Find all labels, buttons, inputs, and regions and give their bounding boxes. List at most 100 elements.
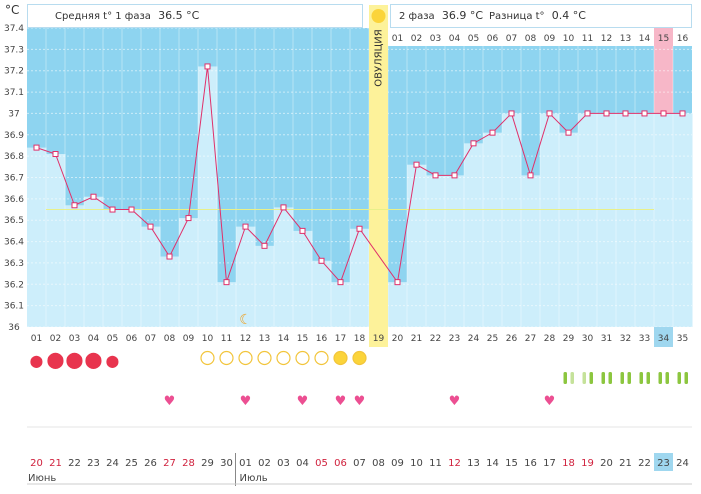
temperature-point — [451, 172, 458, 179]
phase1-summary — [27, 4, 363, 28]
date-label: 10 — [410, 458, 423, 469]
period-drop-icon: ⬤ — [85, 350, 103, 369]
temperature-point — [603, 110, 610, 117]
temperature-bar — [388, 282, 408, 327]
cycle-day-label: 33 — [639, 334, 650, 344]
cycle-day-label: 20 — [392, 334, 404, 344]
test-marker-icon — [639, 372, 643, 384]
test-marker-icon — [658, 372, 662, 384]
date-label: 05 — [315, 458, 328, 469]
date-label: 29 — [201, 458, 214, 469]
date-label: 09 — [391, 458, 404, 469]
post-ovulation-day-label: 13 — [620, 34, 631, 44]
test-marker-icon — [570, 372, 574, 384]
cycle-day-label: 05 — [107, 334, 118, 344]
cycle-day-label: 25 — [487, 334, 498, 344]
temperature-point — [242, 223, 249, 230]
temperature-bar — [293, 230, 313, 327]
y-tick-label: 37 — [8, 109, 19, 119]
month-label: Июнь — [28, 473, 56, 484]
date-label: 16 — [524, 458, 537, 469]
temperature-bar — [312, 260, 332, 327]
period-drop-icon: ⬤ — [106, 354, 119, 368]
cycle-day-label: 30 — [582, 334, 594, 344]
temperature-bar — [198, 66, 218, 327]
temperature-point — [204, 63, 211, 70]
temperature-bar — [673, 113, 693, 327]
date-label: 20 — [30, 458, 43, 469]
temperature-bar — [160, 256, 180, 327]
cycle-day-label: 27 — [525, 334, 536, 344]
y-tick-label: 36 — [8, 323, 20, 333]
post-ovulation-day-label: 15 — [658, 34, 669, 44]
sun-empty-icon — [238, 350, 253, 366]
y-tick-label: 37.4 — [4, 24, 24, 34]
heart-icon: ♥ — [449, 394, 461, 409]
test-marker-icon — [665, 372, 669, 384]
heart-icon: ♥ — [544, 394, 556, 409]
temperature-point — [546, 110, 553, 117]
phase1-average-value: 36.5 °C — [158, 9, 200, 22]
cycle-day-label: 26 — [506, 334, 518, 344]
cycle-day-label: 15 — [297, 334, 308, 344]
date-label: 02 — [258, 458, 271, 469]
date-label: 25 — [125, 458, 138, 469]
phase-difference: Разница t° 0.4 °C — [489, 9, 586, 22]
cycle-day-label: 16 — [316, 334, 328, 344]
temperature-point — [261, 242, 268, 249]
date-label: 01 — [239, 458, 252, 469]
phase2-summary — [390, 4, 692, 28]
date-label: 04 — [296, 458, 309, 469]
date-label: 11 — [429, 458, 442, 469]
post-ovulation-day-label: 07 — [506, 34, 517, 44]
date-label: 26 — [144, 458, 157, 469]
highlight-day-column — [654, 46, 673, 114]
date-label: 21 — [619, 458, 632, 469]
date-label: 18 — [562, 458, 575, 469]
cycle-day-label: 17 — [335, 334, 346, 344]
temperature-bar — [540, 113, 560, 327]
test-marker-icon — [627, 372, 631, 384]
post-ovulation-day-label: 01 — [392, 34, 403, 44]
cycle-day-label: 11 — [221, 334, 232, 344]
cycle-day-label: 31 — [601, 334, 612, 344]
post-ovulation-day-label: 11 — [582, 34, 593, 44]
sun-empty-icon — [276, 350, 291, 366]
test-marker-icon — [601, 372, 605, 384]
temperature-point — [223, 279, 230, 286]
date-label: 06 — [334, 458, 347, 469]
date-label: 14 — [486, 458, 499, 469]
sun-full-icon — [333, 350, 348, 366]
temperature-point — [128, 206, 135, 213]
date-label: 24 — [106, 458, 119, 469]
date-label: 21 — [49, 458, 62, 469]
cycle-day-label: 12 — [240, 334, 251, 344]
heart-icon: ♥ — [354, 394, 366, 409]
temperature-line — [36, 66, 683, 284]
temperature-point — [318, 257, 325, 264]
date-label: 19 — [581, 458, 594, 469]
sun-empty-icon — [295, 350, 310, 366]
cycle-day-label: 21 — [411, 334, 422, 344]
temperature-bar — [559, 132, 579, 327]
y-tick-label: 36.5 — [4, 216, 24, 226]
temperature-point — [185, 215, 192, 222]
cycle-day-label: 34 — [658, 334, 670, 344]
test-marker-icon — [620, 372, 624, 384]
temperature-point — [337, 279, 344, 286]
period-drop-icon: ⬤ — [47, 350, 65, 369]
temperature-point — [280, 204, 287, 211]
date-label: 24 — [676, 458, 689, 469]
temperature-point — [508, 110, 515, 117]
y-tick-label: 36.9 — [4, 131, 24, 141]
temperature-point — [394, 279, 401, 286]
cycle-day-label: 07 — [145, 334, 156, 344]
temperature-point — [166, 253, 173, 260]
temperature-point — [470, 140, 477, 147]
sun-full-icon — [352, 350, 367, 366]
today-date-cell — [654, 453, 673, 471]
temperature-point — [679, 110, 686, 117]
temperature-point — [565, 129, 572, 136]
temperature-point — [71, 202, 78, 209]
temperature-bar — [426, 175, 446, 327]
